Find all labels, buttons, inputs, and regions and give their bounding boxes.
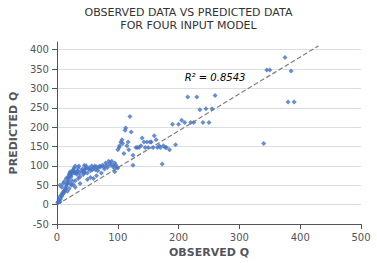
svg-text:100: 100 xyxy=(30,160,49,171)
svg-text:PREDICTED Q: PREDICTED Q xyxy=(7,92,20,175)
svg-text:250: 250 xyxy=(30,102,49,113)
svg-text:300: 300 xyxy=(230,232,249,243)
svg-text:400: 400 xyxy=(30,44,49,55)
svg-text:R² = 0.8543: R² = 0.8543 xyxy=(185,72,246,83)
svg-text:150: 150 xyxy=(30,141,49,152)
svg-text:200: 200 xyxy=(30,122,49,133)
svg-text:500: 500 xyxy=(351,232,370,243)
svg-text:350: 350 xyxy=(30,64,49,75)
svg-text:400: 400 xyxy=(291,232,310,243)
svg-text:50: 50 xyxy=(36,180,49,191)
svg-text:OBSERVED Q: OBSERVED Q xyxy=(169,246,249,259)
svg-text:OBSERVED DATA VS PREDICTED DAT: OBSERVED DATA VS PREDICTED DATA xyxy=(85,6,293,19)
svg-text:100: 100 xyxy=(108,232,127,243)
svg-text:FOR FOUR INPUT MODEL: FOR FOUR INPUT MODEL xyxy=(120,19,257,32)
svg-text:0: 0 xyxy=(43,199,49,210)
svg-text:-50: -50 xyxy=(33,219,49,230)
svg-text:0: 0 xyxy=(54,232,60,243)
svg-text:200: 200 xyxy=(169,232,188,243)
svg-text:300: 300 xyxy=(30,83,49,94)
